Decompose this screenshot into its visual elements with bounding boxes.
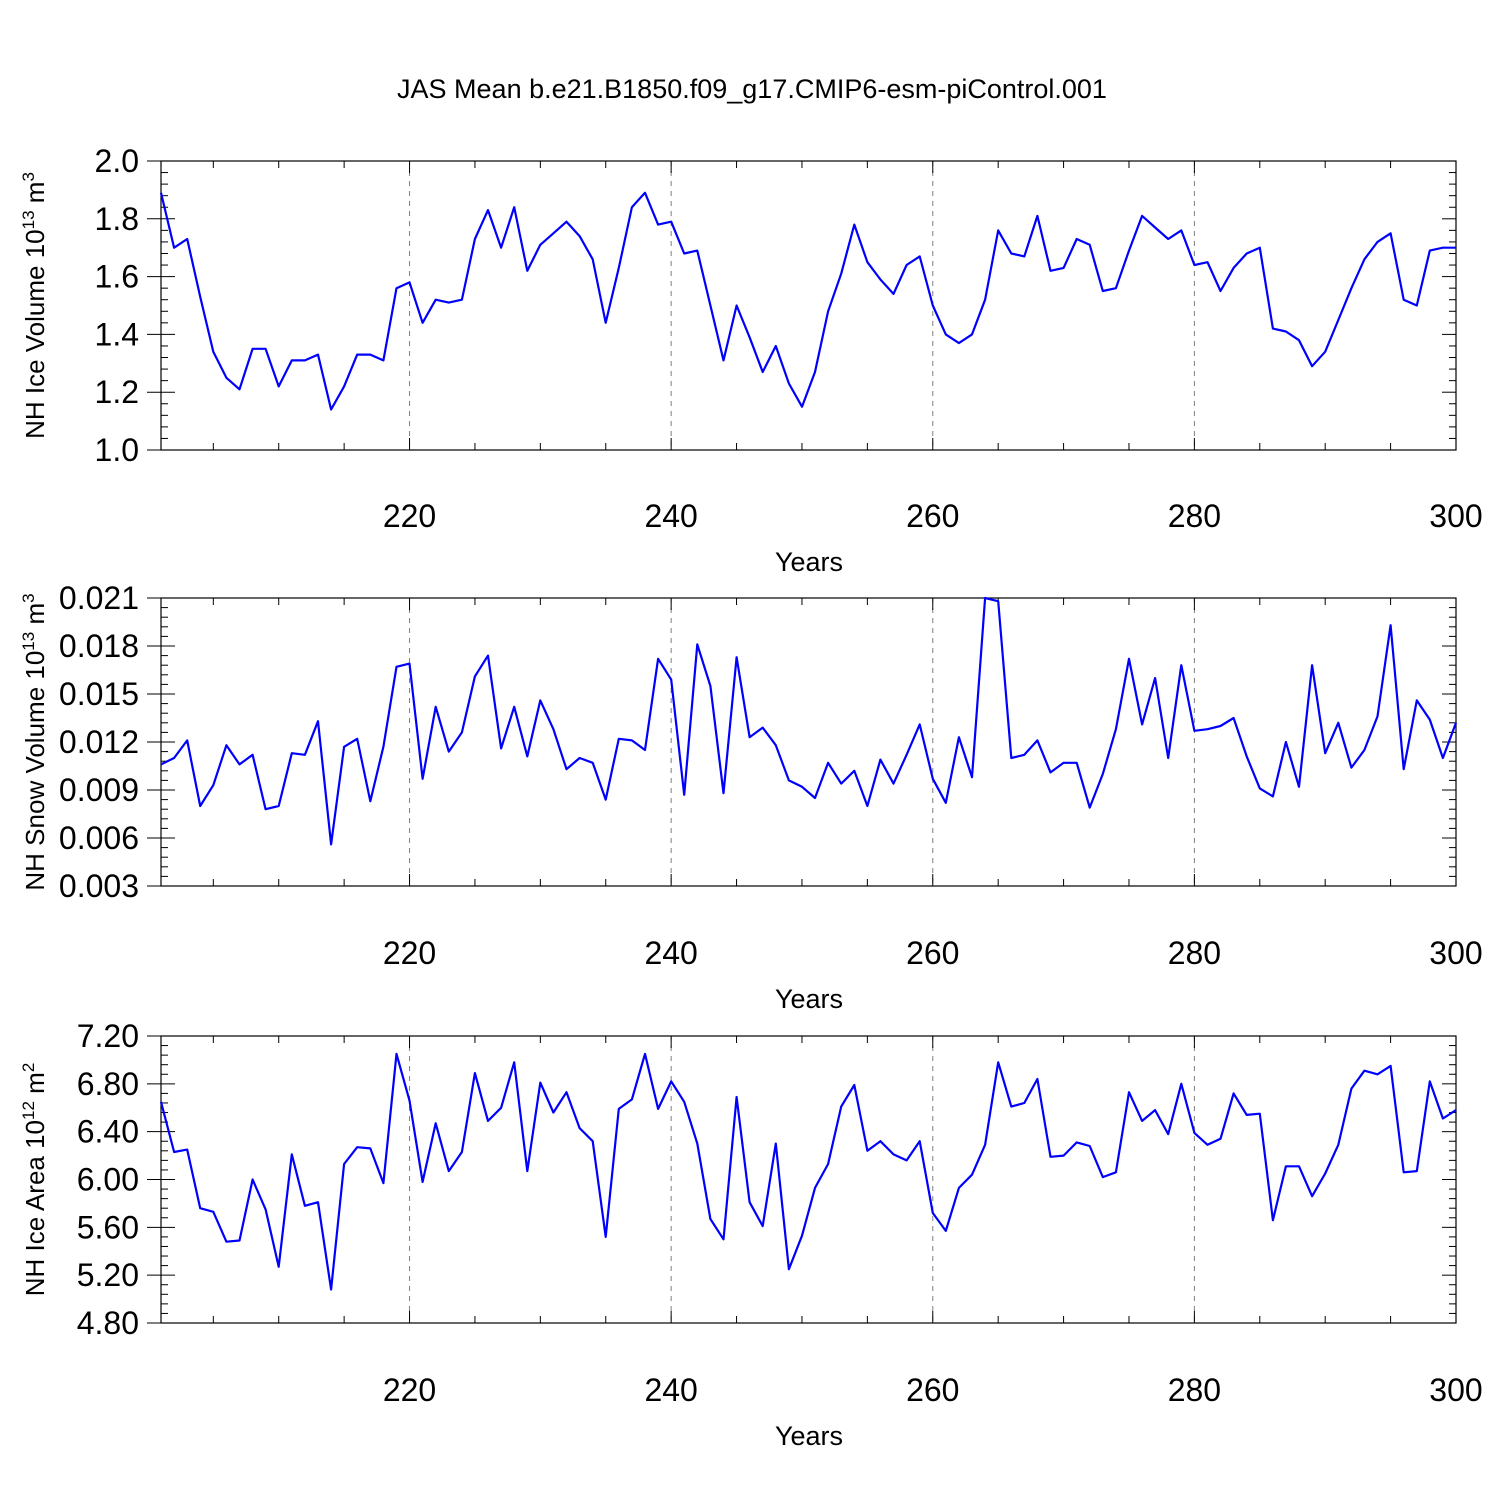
y-tick-label: 1.4 bbox=[95, 316, 139, 352]
panel-2: 0.003 0.006 0.009 0.012 0.015 0.018 0.021 220 24… bbox=[19, 580, 1483, 1014]
y-tick-label: 2.0 bbox=[95, 143, 139, 179]
x-tick-label: 260 bbox=[906, 498, 959, 534]
x-axis-label: Years bbox=[775, 984, 843, 1014]
y-label-superscript: 2 bbox=[19, 1063, 38, 1072]
x-tick-label: 280 bbox=[1168, 935, 1221, 971]
y-axis-label-group: NH Ice Area 1012 m2 bbox=[19, 1063, 50, 1297]
x-tick-label: 280 bbox=[1168, 1372, 1221, 1408]
y-tick-label: 1.8 bbox=[95, 201, 139, 237]
y-tick-label: 1.0 bbox=[95, 432, 139, 468]
x-tick-label: 260 bbox=[906, 935, 959, 971]
y-label-superscript: 3 bbox=[19, 172, 38, 181]
y-tick-label: 0.015 bbox=[59, 676, 139, 712]
x-tick-label: 280 bbox=[1168, 498, 1221, 534]
x-tick-label: 220 bbox=[383, 935, 436, 971]
y-axis-label-group: NH Ice Volume 1013 m3 bbox=[19, 172, 50, 439]
y-axis-label: NH Snow Volume 1013 m3 bbox=[19, 593, 50, 890]
y-label-text: NH Snow Volume 10 bbox=[20, 651, 50, 891]
x-tick-label: 220 bbox=[383, 1372, 436, 1408]
y-tick-label: 0.012 bbox=[59, 724, 139, 760]
y-tick-label: 0.021 bbox=[59, 580, 139, 616]
y-tick-label: 4.80 bbox=[77, 1305, 139, 1341]
y-label-text: NH Ice Area 10 bbox=[20, 1120, 50, 1296]
y-tick-label: 6.40 bbox=[77, 1114, 139, 1150]
y-tick-label: 0.003 bbox=[59, 868, 139, 904]
x-axis-label: Years bbox=[775, 547, 843, 577]
x-tick-label: 240 bbox=[644, 1372, 697, 1408]
x-axis-label: Years bbox=[775, 1421, 843, 1451]
y-label-text: m bbox=[20, 182, 50, 211]
y-label-superscript: 13 bbox=[19, 210, 38, 229]
x-tick-label: 240 bbox=[644, 935, 697, 971]
y-axis-label: NH Ice Volume 1013 m3 bbox=[19, 172, 50, 439]
y-tick-label: 0.009 bbox=[59, 772, 139, 808]
x-tick-label: 260 bbox=[906, 1372, 959, 1408]
y-axis-label: NH Ice Area 1012 m2 bbox=[19, 1063, 50, 1297]
x-tick-label: 300 bbox=[1429, 1372, 1482, 1408]
panel-1: 1.0 1.2 1.4 1.6 1.8 2.0 220 240 260 280 300 Years NH… bbox=[19, 143, 1483, 577]
y-tick-label: 7.20 bbox=[77, 1018, 139, 1054]
y-tick-label: 0.006 bbox=[59, 820, 139, 856]
series-line bbox=[159, 191, 1456, 411]
plot-frame bbox=[160, 597, 1457, 887]
y-axis-label-group: NH Snow Volume 1013 m3 bbox=[19, 593, 50, 890]
y-tick-label: 5.20 bbox=[77, 1257, 139, 1293]
y-label-superscript: 3 bbox=[19, 593, 38, 602]
y-tick-label: 1.6 bbox=[95, 259, 139, 295]
series-line bbox=[160, 596, 1458, 846]
y-label-text: m bbox=[20, 603, 50, 632]
x-tick-label: 300 bbox=[1429, 935, 1482, 971]
panel-3: 4.80 5.20 5.60 6.00 6.40 6.80 7.20 220 240 260 280… bbox=[19, 1018, 1483, 1451]
y-label-text: NH Ice Volume 10 bbox=[20, 229, 50, 439]
x-tick-label: 240 bbox=[644, 498, 697, 534]
series-line bbox=[159, 1052, 1457, 1291]
y-label-superscript: 12 bbox=[19, 1101, 38, 1120]
y-label-superscript: 13 bbox=[19, 632, 38, 651]
y-label-text: m bbox=[20, 1072, 50, 1101]
y-tick-label: 6.80 bbox=[77, 1066, 139, 1102]
y-tick-label: 0.018 bbox=[59, 628, 139, 664]
plot-frame bbox=[160, 1035, 1457, 1324]
y-tick-label: 6.00 bbox=[77, 1162, 139, 1198]
x-tick-label: 300 bbox=[1429, 498, 1482, 534]
plot-frame bbox=[160, 160, 1457, 451]
y-tick-label: 1.2 bbox=[95, 374, 139, 410]
y-tick-label: 5.60 bbox=[77, 1209, 139, 1245]
x-tick-label: 220 bbox=[383, 498, 436, 534]
chart-title: JAS Mean b.e21.B1850.f09_g17.CMIP6-esm-p… bbox=[397, 74, 1107, 104]
